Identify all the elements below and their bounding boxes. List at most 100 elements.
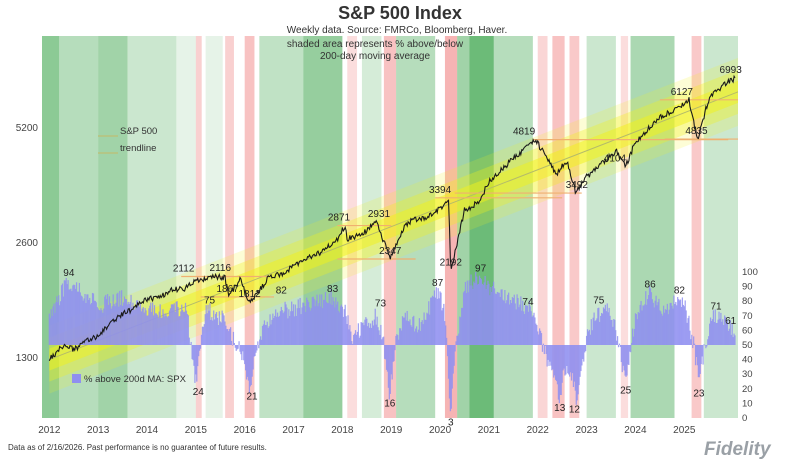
pct-bar xyxy=(72,285,74,345)
pct-bar xyxy=(129,302,131,345)
pct-bar xyxy=(302,302,304,345)
pct-bar xyxy=(136,300,139,345)
pct-bar xyxy=(696,345,699,366)
pct-bar xyxy=(61,283,64,345)
pct-bar xyxy=(154,313,157,345)
pct-bar xyxy=(461,307,463,345)
pct-bar xyxy=(156,314,158,345)
shade-band-bear-8 xyxy=(244,36,255,418)
pct-bar xyxy=(309,310,312,345)
right-tick-40: 40 xyxy=(742,355,753,366)
pct-bar xyxy=(338,312,341,345)
pct-bar xyxy=(242,345,244,352)
pct-bar xyxy=(666,303,668,345)
pct-bar xyxy=(384,345,386,359)
pct-bar xyxy=(589,334,591,345)
pct-bar xyxy=(279,311,282,345)
pct-bar xyxy=(461,307,464,345)
pct-bar xyxy=(317,306,319,345)
pct-bar xyxy=(427,313,429,345)
pct-bar xyxy=(410,325,412,345)
shade-band-bull-18 xyxy=(493,36,533,418)
pct-bar xyxy=(611,319,613,345)
pct-bar xyxy=(50,309,52,345)
pct-bar xyxy=(602,307,605,345)
pct-bar xyxy=(616,340,618,345)
pct-bar xyxy=(404,312,406,345)
pct-bar xyxy=(671,305,673,345)
pct-bar xyxy=(383,336,385,345)
annotation-2871: 2871 xyxy=(328,213,351,224)
pct-bar xyxy=(137,304,140,345)
legend: % above 200d MA: SPX xyxy=(72,374,187,385)
pct-bar xyxy=(315,300,317,345)
pct-bar xyxy=(587,331,590,345)
pct-bar xyxy=(424,319,426,345)
pct-bar xyxy=(732,337,734,345)
pct-bar xyxy=(680,306,683,345)
pct-bar xyxy=(518,307,520,345)
pct-bar xyxy=(167,317,169,345)
pct-bar xyxy=(339,306,342,345)
pct-bar xyxy=(312,296,314,345)
pct-bar xyxy=(215,312,218,345)
pct-bar xyxy=(197,345,199,367)
pct-bar xyxy=(622,345,624,366)
right-tick-20: 20 xyxy=(742,384,753,395)
pct-bar xyxy=(408,321,410,345)
pct-bar xyxy=(608,307,610,345)
legend-swatch-pct-above xyxy=(72,374,81,383)
right-tick-0: 0 xyxy=(742,413,747,424)
pct-bar xyxy=(614,319,616,345)
pct-bar xyxy=(298,308,300,345)
pct-bar xyxy=(239,345,241,352)
pct-bar xyxy=(237,345,239,349)
pct-bar xyxy=(340,304,343,345)
pct-bar xyxy=(634,313,637,345)
pct-bar xyxy=(166,315,168,345)
pct-bar xyxy=(173,303,175,345)
pct-bar xyxy=(221,310,223,345)
pct-bar xyxy=(152,302,154,345)
pct-bar xyxy=(117,292,119,345)
x-tick-2014: 2014 xyxy=(136,425,159,436)
pct-bar xyxy=(69,289,71,345)
pct-bar xyxy=(655,295,657,345)
pct-bar xyxy=(182,310,184,345)
trendline-label-line1: S&P 500 xyxy=(120,126,157,137)
pct-bar xyxy=(293,316,296,345)
pct-bar xyxy=(657,302,659,345)
pct-bar xyxy=(432,296,435,345)
brand-logo: Fidelity xyxy=(704,439,772,460)
x-tick-2016: 2016 xyxy=(234,425,257,436)
pct-bar xyxy=(269,314,271,345)
pct-bar xyxy=(108,296,111,345)
pct-bar xyxy=(296,308,298,345)
pct-bar xyxy=(416,332,419,345)
x-tick-2021: 2021 xyxy=(478,425,501,436)
pct-bar xyxy=(85,302,87,345)
annotation-6993: 6993 xyxy=(720,65,743,76)
pct-bar xyxy=(473,281,475,345)
pct-bar xyxy=(218,311,220,345)
pct-bar xyxy=(719,318,721,345)
shading-note-line1: shaded area represents % above/below xyxy=(287,39,464,50)
pct-bar xyxy=(106,299,108,345)
pct-bar xyxy=(265,325,267,345)
pct-bar xyxy=(295,315,297,345)
y-tick-2600: 2600 xyxy=(16,238,39,249)
pct-bar xyxy=(487,280,489,345)
pct-bar xyxy=(347,315,349,345)
pct-bar xyxy=(428,301,430,345)
pct-bar xyxy=(664,309,667,345)
pct-bar xyxy=(572,345,575,388)
pct-bar xyxy=(703,344,705,345)
pct-bar xyxy=(644,304,646,345)
pct-bar xyxy=(172,304,174,345)
pct-bar xyxy=(662,305,665,345)
pct-bar xyxy=(640,300,642,345)
pct-bar xyxy=(88,299,90,345)
pct-bar xyxy=(566,345,568,367)
pct-bar xyxy=(541,345,544,352)
pct-bar xyxy=(492,281,495,345)
